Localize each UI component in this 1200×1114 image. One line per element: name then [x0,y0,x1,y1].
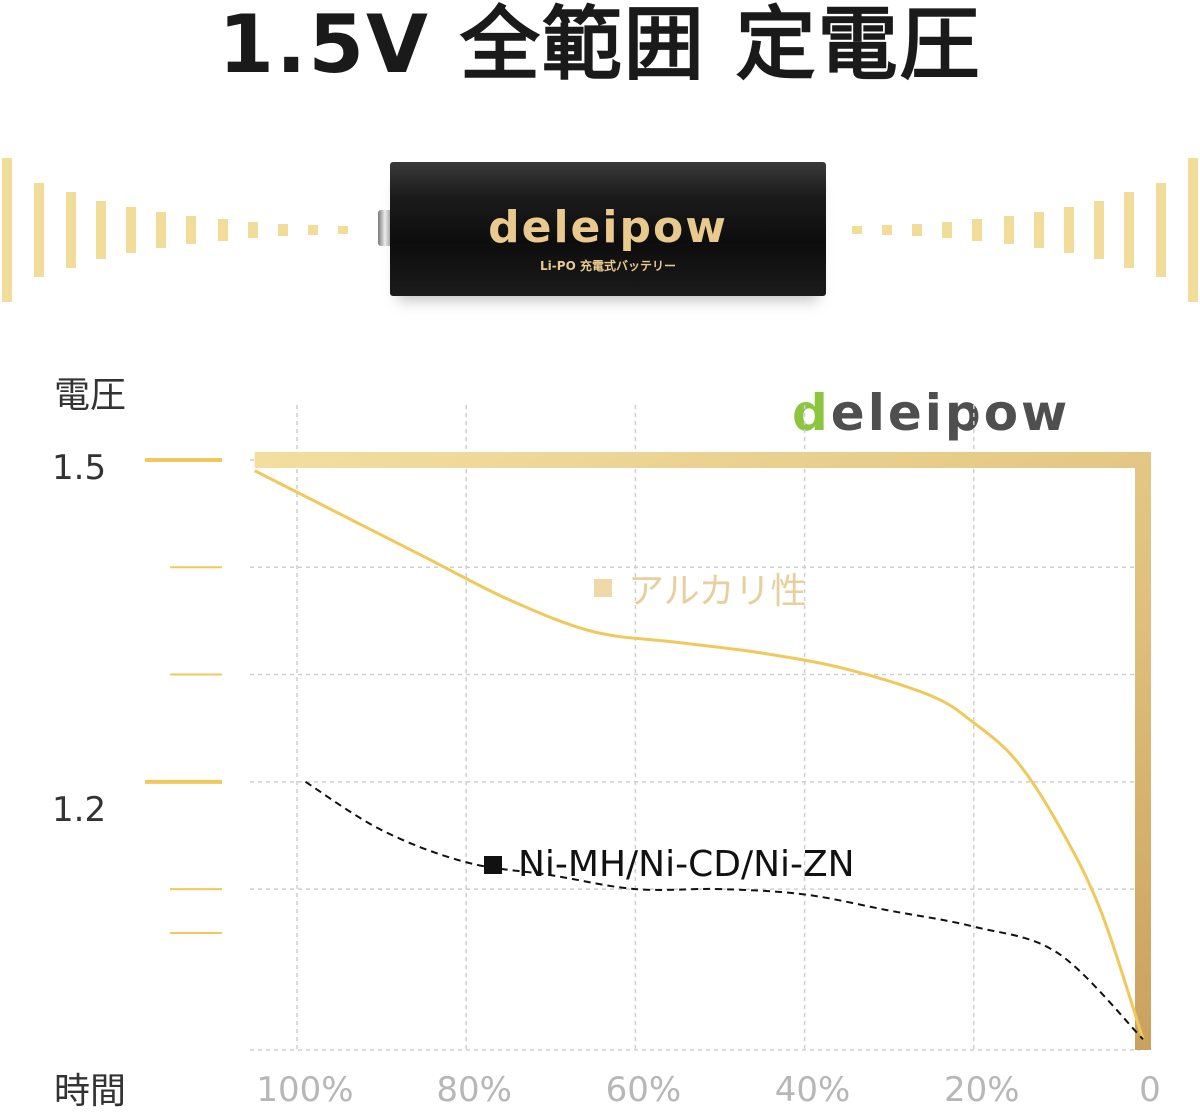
x-tick-label: 80% [436,1070,512,1110]
sound-bar [882,225,892,235]
battery-brand: deleipow [488,202,728,253]
sound-bar [942,222,952,238]
x-tick-label: 0 [1139,1070,1161,1110]
sound-bar [1188,158,1198,302]
sound-bar [338,226,348,234]
x-tick-label: 20% [944,1070,1020,1110]
y-axis-label: 電圧 [54,375,127,416]
sound-bar [186,216,196,244]
sound-bar [1156,183,1166,277]
sound-bar [34,183,44,277]
x-tick-label: 40% [774,1070,851,1110]
battery-body: deleipow Li-PO 充電式バッテリー [390,162,826,296]
legend-nimh-label: Ni-MH/Ni-CD/Ni-ZN [518,844,855,885]
battery-sub-label: Li-PO 充電式バッテリー [540,259,676,273]
sound-bar [308,225,318,235]
y-tick-1.5: 1.5 [52,448,107,488]
legend-nimh: Ni-MH/Ni-CD/Ni-ZN [484,844,855,885]
sound-bar [1004,216,1014,244]
x-tick-label: 100% [256,1070,354,1110]
logo-text: eleipow [830,384,1071,442]
sound-bar [1034,212,1044,248]
sound-bar [972,219,982,241]
sound-bar [218,219,228,241]
sound-bar [278,224,288,236]
headline: 1.5V 全範囲 定電圧 [218,0,982,91]
series-nimh-line [304,780,1144,1040]
sound-bar [1094,201,1104,259]
battery-illustration: deleipow Li-PO 充電式バッテリー [0,140,1200,330]
x-tick-label: 60% [605,1070,682,1110]
legend-alkaline: アルカリ性 [594,562,807,614]
legend-alkaline-swatch [594,579,612,597]
x-axis-label: 時間 [54,1071,127,1112]
sound-bar [96,201,106,259]
sound-bar [248,222,258,238]
logo-leaf-letter: d [792,384,831,442]
sound-bar [1124,192,1134,268]
sound-bar [1064,207,1074,253]
brand-logo: deleipow [792,384,1070,442]
legend-nimh-swatch [484,855,502,874]
y-tick-1.2: 1.2 [52,790,107,830]
series-alkaline-line [254,469,1145,1040]
sound-bar [912,224,922,236]
battery-terminal [378,210,392,246]
sound-bar [852,226,862,234]
legend-alkaline-label: アルカリ性 [628,571,807,612]
sound-bar [2,158,12,302]
sound-bar [156,212,166,248]
series-deleipow-line [254,452,1151,1050]
sound-bar [66,192,76,268]
sound-bar [126,207,136,253]
